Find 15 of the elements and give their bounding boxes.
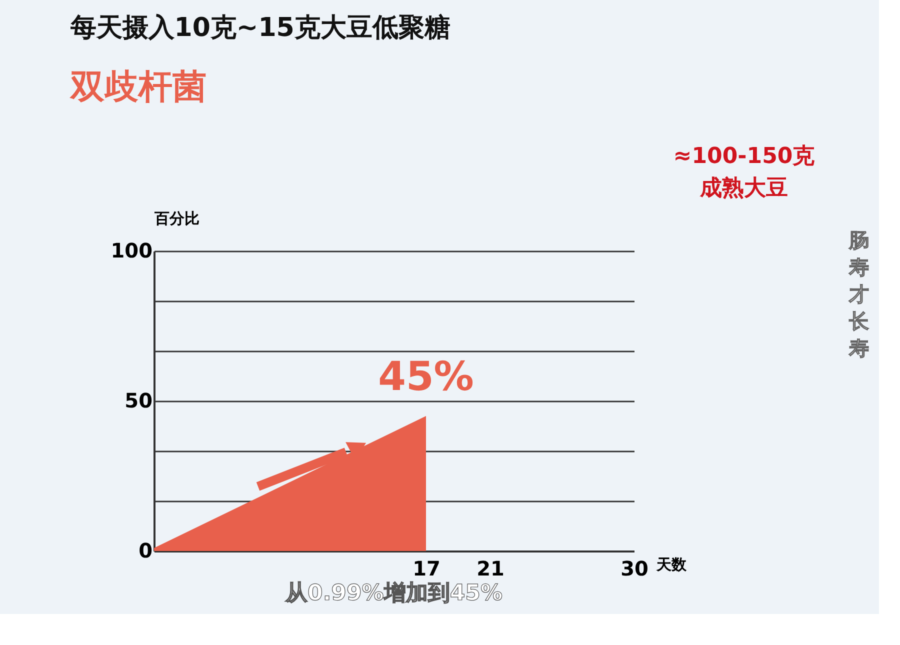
chart-title: 每天摄入10克~15克大豆低聚糖 — [69, 13, 450, 43]
chart-subtitle: 双歧杆菌 — [69, 67, 206, 107]
y-tick-label: 100 — [110, 238, 152, 262]
x-tick-label: 17 — [412, 556, 440, 580]
text: ≈100-150克 — [673, 144, 815, 169]
y-tick-label: 0 — [138, 538, 152, 562]
text: 肠寿才长寿 — [848, 228, 870, 360]
annotation: 45% — [378, 354, 474, 400]
y-tick-label: 50 — [124, 388, 152, 412]
x-tick-label: 30 — [620, 556, 648, 580]
text: 成熟大豆 — [699, 176, 788, 201]
text: 从0.99%增加到45% — [284, 581, 502, 606]
x-axis-title: 天数 — [656, 556, 688, 574]
x-tick-label: 21 — [476, 556, 504, 580]
y-axis-title: 百分比 — [154, 210, 200, 228]
